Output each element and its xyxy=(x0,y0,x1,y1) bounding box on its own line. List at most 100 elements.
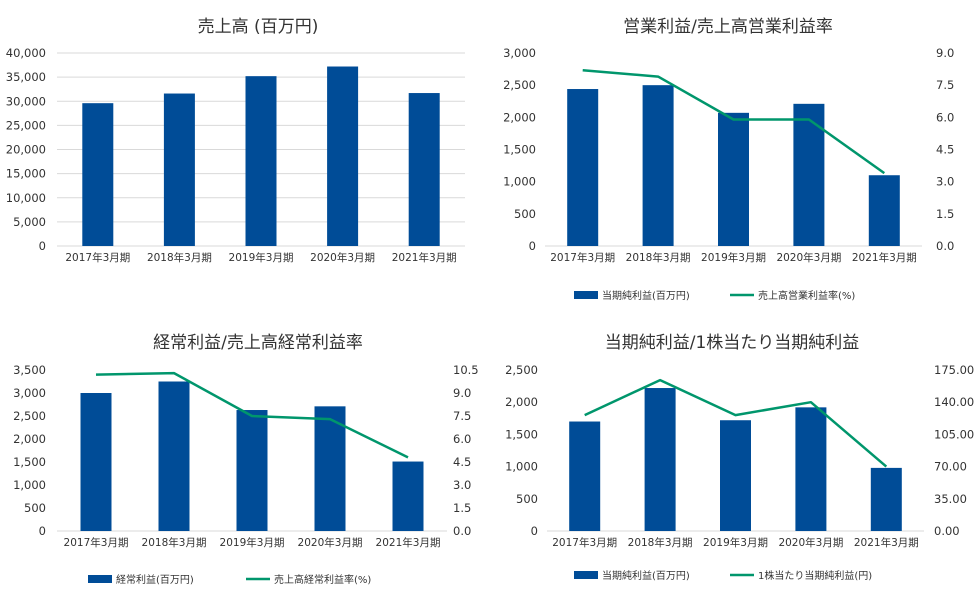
y2-tick-label: 9.0 xyxy=(936,46,954,60)
bar xyxy=(718,112,749,246)
bar xyxy=(569,421,601,531)
bar xyxy=(567,89,599,246)
y-tick-label: 1,500 xyxy=(13,455,46,469)
x-tick-label: 2021年3月期 xyxy=(376,536,441,549)
x-tick-label: 2021年3月期 xyxy=(854,536,919,549)
bar xyxy=(408,93,440,246)
x-tick-label: 2018年3月期 xyxy=(147,251,212,264)
bar xyxy=(644,388,676,531)
y-tick-label: 500 xyxy=(516,492,538,506)
bar xyxy=(163,93,195,246)
legend-label-line: 売上高経常利益率(%) xyxy=(274,573,371,586)
x-tick-label: 2017年3月期 xyxy=(64,536,129,549)
y2-tick-label: 0.0 xyxy=(453,524,471,538)
y2-tick-label: 7.5 xyxy=(453,409,471,423)
y2-tick-label: 7.5 xyxy=(936,78,954,92)
y-tick-label: 2,000 xyxy=(505,395,538,409)
y-tick-label: 15,000 xyxy=(6,167,46,181)
y2-tick-label: 1.5 xyxy=(453,501,471,515)
y2-tick-label: 35.00 xyxy=(934,492,967,506)
chart-panel-operating-profit: 営業利益/売上高営業利益率 0 500 1,000 1,500 2,000 2,500 3,… xyxy=(503,17,954,302)
y-tick-label: 3,000 xyxy=(503,46,536,60)
y-tick-label: 1,000 xyxy=(503,175,536,189)
legend-swatch-bar xyxy=(574,291,598,299)
y2-tick-label: 6.0 xyxy=(936,110,954,124)
y-tick-label: 0 xyxy=(39,524,46,538)
y-tick-label: 2,500 xyxy=(503,78,536,92)
legend-label-bar: 当期純利益(百万円) xyxy=(602,289,690,302)
bar xyxy=(392,461,424,531)
y2-tick-label: 10.5 xyxy=(453,363,479,377)
bar xyxy=(795,407,827,531)
chart-title-ordinary-profit: 経常利益/売上高経常利益率 xyxy=(153,333,363,353)
y-tick-label: 1,000 xyxy=(13,478,46,492)
legend-swatch-bar xyxy=(574,571,598,579)
chart-title-sales: 売上高 (百万円) xyxy=(198,17,319,37)
y2-tick-label: 4.5 xyxy=(453,455,471,469)
bar xyxy=(793,103,825,246)
bar xyxy=(82,103,114,247)
x-tick-label: 2017年3月期 xyxy=(552,536,617,549)
legend: 当期純利益(百万円) 売上高営業利益率(%) xyxy=(574,289,855,302)
legend-label-line: 1株当たり当期純利益(円) xyxy=(758,569,872,582)
bar xyxy=(236,410,268,531)
legend: 経常利益(百万円) 売上高経常利益率(%) xyxy=(88,573,371,586)
y-tick-label: 10,000 xyxy=(6,191,46,205)
y-tick-label: 3,000 xyxy=(13,386,46,400)
y-tick-label: 2,500 xyxy=(505,363,538,377)
y-tick-label: 0 xyxy=(39,239,46,253)
y-tick-label: 5,000 xyxy=(13,215,46,229)
bar xyxy=(870,467,902,531)
x-tick-label: 2017年3月期 xyxy=(65,251,130,264)
y2-tick-label: 3.0 xyxy=(453,478,471,492)
y2-tick-label: 3.0 xyxy=(936,175,954,189)
y2-tick-label: 105.00 xyxy=(934,427,974,441)
bar xyxy=(642,85,674,247)
bar xyxy=(314,406,346,531)
chart-panel-sales: 売上高 (百万円) 0 5,000 10,000 15,000 20,000 25,000… xyxy=(6,17,465,264)
y-tick-label: 3,500 xyxy=(13,363,46,377)
x-tick-label: 2020年3月期 xyxy=(778,536,843,549)
y2-tick-label: 0.00 xyxy=(934,524,960,538)
y2-tick-label: 4.5 xyxy=(936,143,954,157)
y-tick-label: 0 xyxy=(531,524,538,538)
x-tick-label: 2019年3月期 xyxy=(701,251,766,264)
y-tick-label: 2,000 xyxy=(503,110,536,124)
legend-label-bar: 当期純利益(百万円) xyxy=(602,569,690,582)
x-tick-label: 2020年3月期 xyxy=(310,251,375,264)
y2-tick-label: 140.00 xyxy=(934,395,974,409)
x-tick-label: 2021年3月期 xyxy=(392,251,457,264)
y-tick-label: 35,000 xyxy=(6,70,46,84)
y2-tick-label: 9.0 xyxy=(453,386,471,400)
y-tick-label: 20,000 xyxy=(6,143,46,157)
x-tick-label: 2020年3月期 xyxy=(298,536,363,549)
bar xyxy=(327,66,359,246)
legend: 当期純利益(百万円) 1株当たり当期純利益(円) xyxy=(574,569,872,582)
y2-tick-label: 6.0 xyxy=(453,432,471,446)
x-tick-label: 2017年3月期 xyxy=(550,251,615,264)
chart-title-operating-profit: 営業利益/売上高営業利益率 xyxy=(623,17,833,37)
chart-panel-net-income: 当期純利益/1株当たり当期純利益 0 500 1,000 1,500 2,000 2,50… xyxy=(505,333,974,582)
y-tick-label: 1,500 xyxy=(505,427,538,441)
y2-tick-label: 70.00 xyxy=(934,460,967,474)
chart-title-net-income: 当期純利益/1株当たり当期純利益 xyxy=(605,333,860,353)
bar xyxy=(80,393,112,531)
bar xyxy=(158,381,190,531)
y2-tick-label: 1.5 xyxy=(936,207,954,221)
y2-tick-label: 0.0 xyxy=(936,239,954,253)
y-tick-label: 1,500 xyxy=(503,143,536,157)
bar xyxy=(868,175,900,246)
x-tick-label: 2020年3月期 xyxy=(776,251,841,264)
y-tick-label: 25,000 xyxy=(6,118,46,132)
y-tick-label: 2,000 xyxy=(13,432,46,446)
y2-tick-label: 175.00 xyxy=(934,363,974,377)
y-tick-label: 500 xyxy=(514,207,536,221)
x-tick-label: 2018年3月期 xyxy=(628,536,693,549)
y-tick-label: 40,000 xyxy=(6,46,46,60)
y-tick-label: 1,000 xyxy=(505,460,538,474)
x-tick-label: 2019年3月期 xyxy=(220,536,285,549)
y-tick-label: 2,500 xyxy=(13,409,46,423)
x-tick-label: 2018年3月期 xyxy=(626,251,691,264)
chart-panel-ordinary-profit: 経常利益/売上高経常利益率 0 500 1,000 1,500 2,000 2,500 3,… xyxy=(13,333,479,586)
